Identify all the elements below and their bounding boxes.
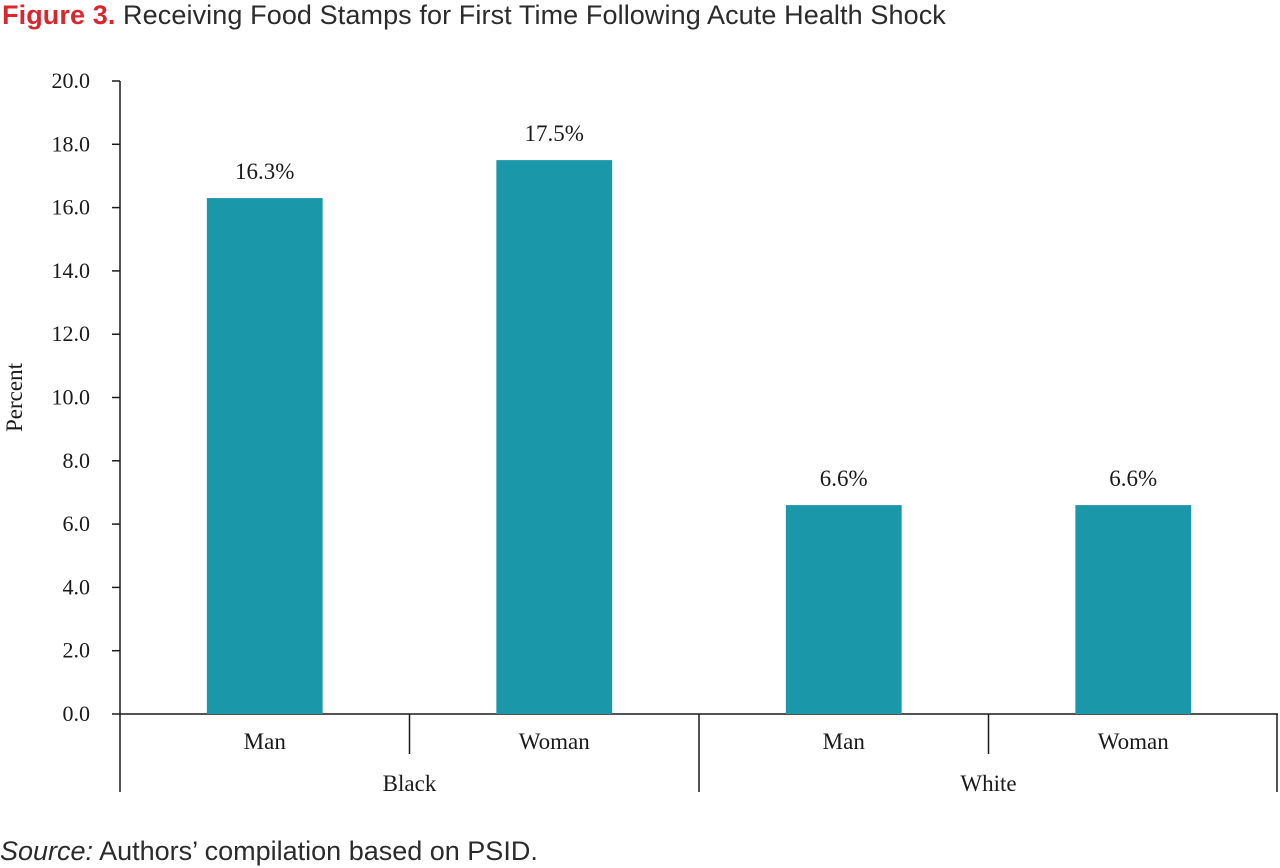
bar bbox=[785, 505, 902, 714]
x-category-label: Woman bbox=[1098, 729, 1169, 754]
x-group-label: Black bbox=[383, 771, 437, 796]
x-group-label: White bbox=[960, 771, 1016, 796]
y-tick-label: 8.0 bbox=[63, 448, 91, 473]
bar bbox=[1075, 505, 1192, 714]
y-tick-label: 20.0 bbox=[52, 68, 91, 93]
y-tick-label: 14.0 bbox=[52, 258, 91, 283]
source-text: Authors’ compilation based on PSID. bbox=[99, 836, 538, 866]
y-tick-label: 10.0 bbox=[52, 385, 91, 410]
figure-label: Figure 3. bbox=[2, 0, 116, 30]
x-category-label: Man bbox=[244, 729, 287, 754]
y-tick-label: 2.0 bbox=[63, 638, 91, 663]
source-note: Source: Authors’ compilation based on PS… bbox=[0, 836, 538, 867]
bar bbox=[206, 198, 323, 715]
y-tick-label: 12.0 bbox=[52, 321, 91, 346]
bar-chart: 0.0 2.0 4.0 6.0 8.0 10.0 12.0 14.0 16.0 18.0 20.0 P… bbox=[2, 68, 1278, 796]
label-layer: 16.3% Man 17.5% Woman Black 6.6% Man 6.6% Woman W… bbox=[235, 121, 1169, 796]
axis-layer: 0.0 2.0 4.0 6.0 8.0 10.0 12.0 14.0 16.0 18.0 20.0 P… bbox=[2, 68, 1278, 792]
data-label: 6.6% bbox=[820, 466, 868, 491]
y-tick-label: 0.0 bbox=[63, 701, 91, 726]
x-category-label: Woman bbox=[519, 729, 590, 754]
data-label: 17.5% bbox=[525, 121, 584, 146]
bar bbox=[496, 160, 613, 714]
bar-layer bbox=[206, 160, 1192, 715]
x-category-label: Man bbox=[823, 729, 866, 754]
data-label: 6.6% bbox=[1109, 466, 1157, 491]
data-label: 16.3% bbox=[235, 159, 294, 184]
y-tick-label: 18.0 bbox=[52, 131, 91, 156]
figure-title-text: Receiving Food Stamps for First Time Fol… bbox=[123, 0, 946, 30]
y-tick-label: 16.0 bbox=[52, 195, 91, 220]
figure-title: Figure 3. Receiving Food Stamps for Firs… bbox=[2, 0, 946, 31]
y-tick-label: 4.0 bbox=[63, 574, 91, 599]
y-axis-title: Percent bbox=[2, 362, 27, 432]
y-tick-label: 6.0 bbox=[63, 511, 91, 536]
source-label: Source: bbox=[0, 836, 94, 866]
